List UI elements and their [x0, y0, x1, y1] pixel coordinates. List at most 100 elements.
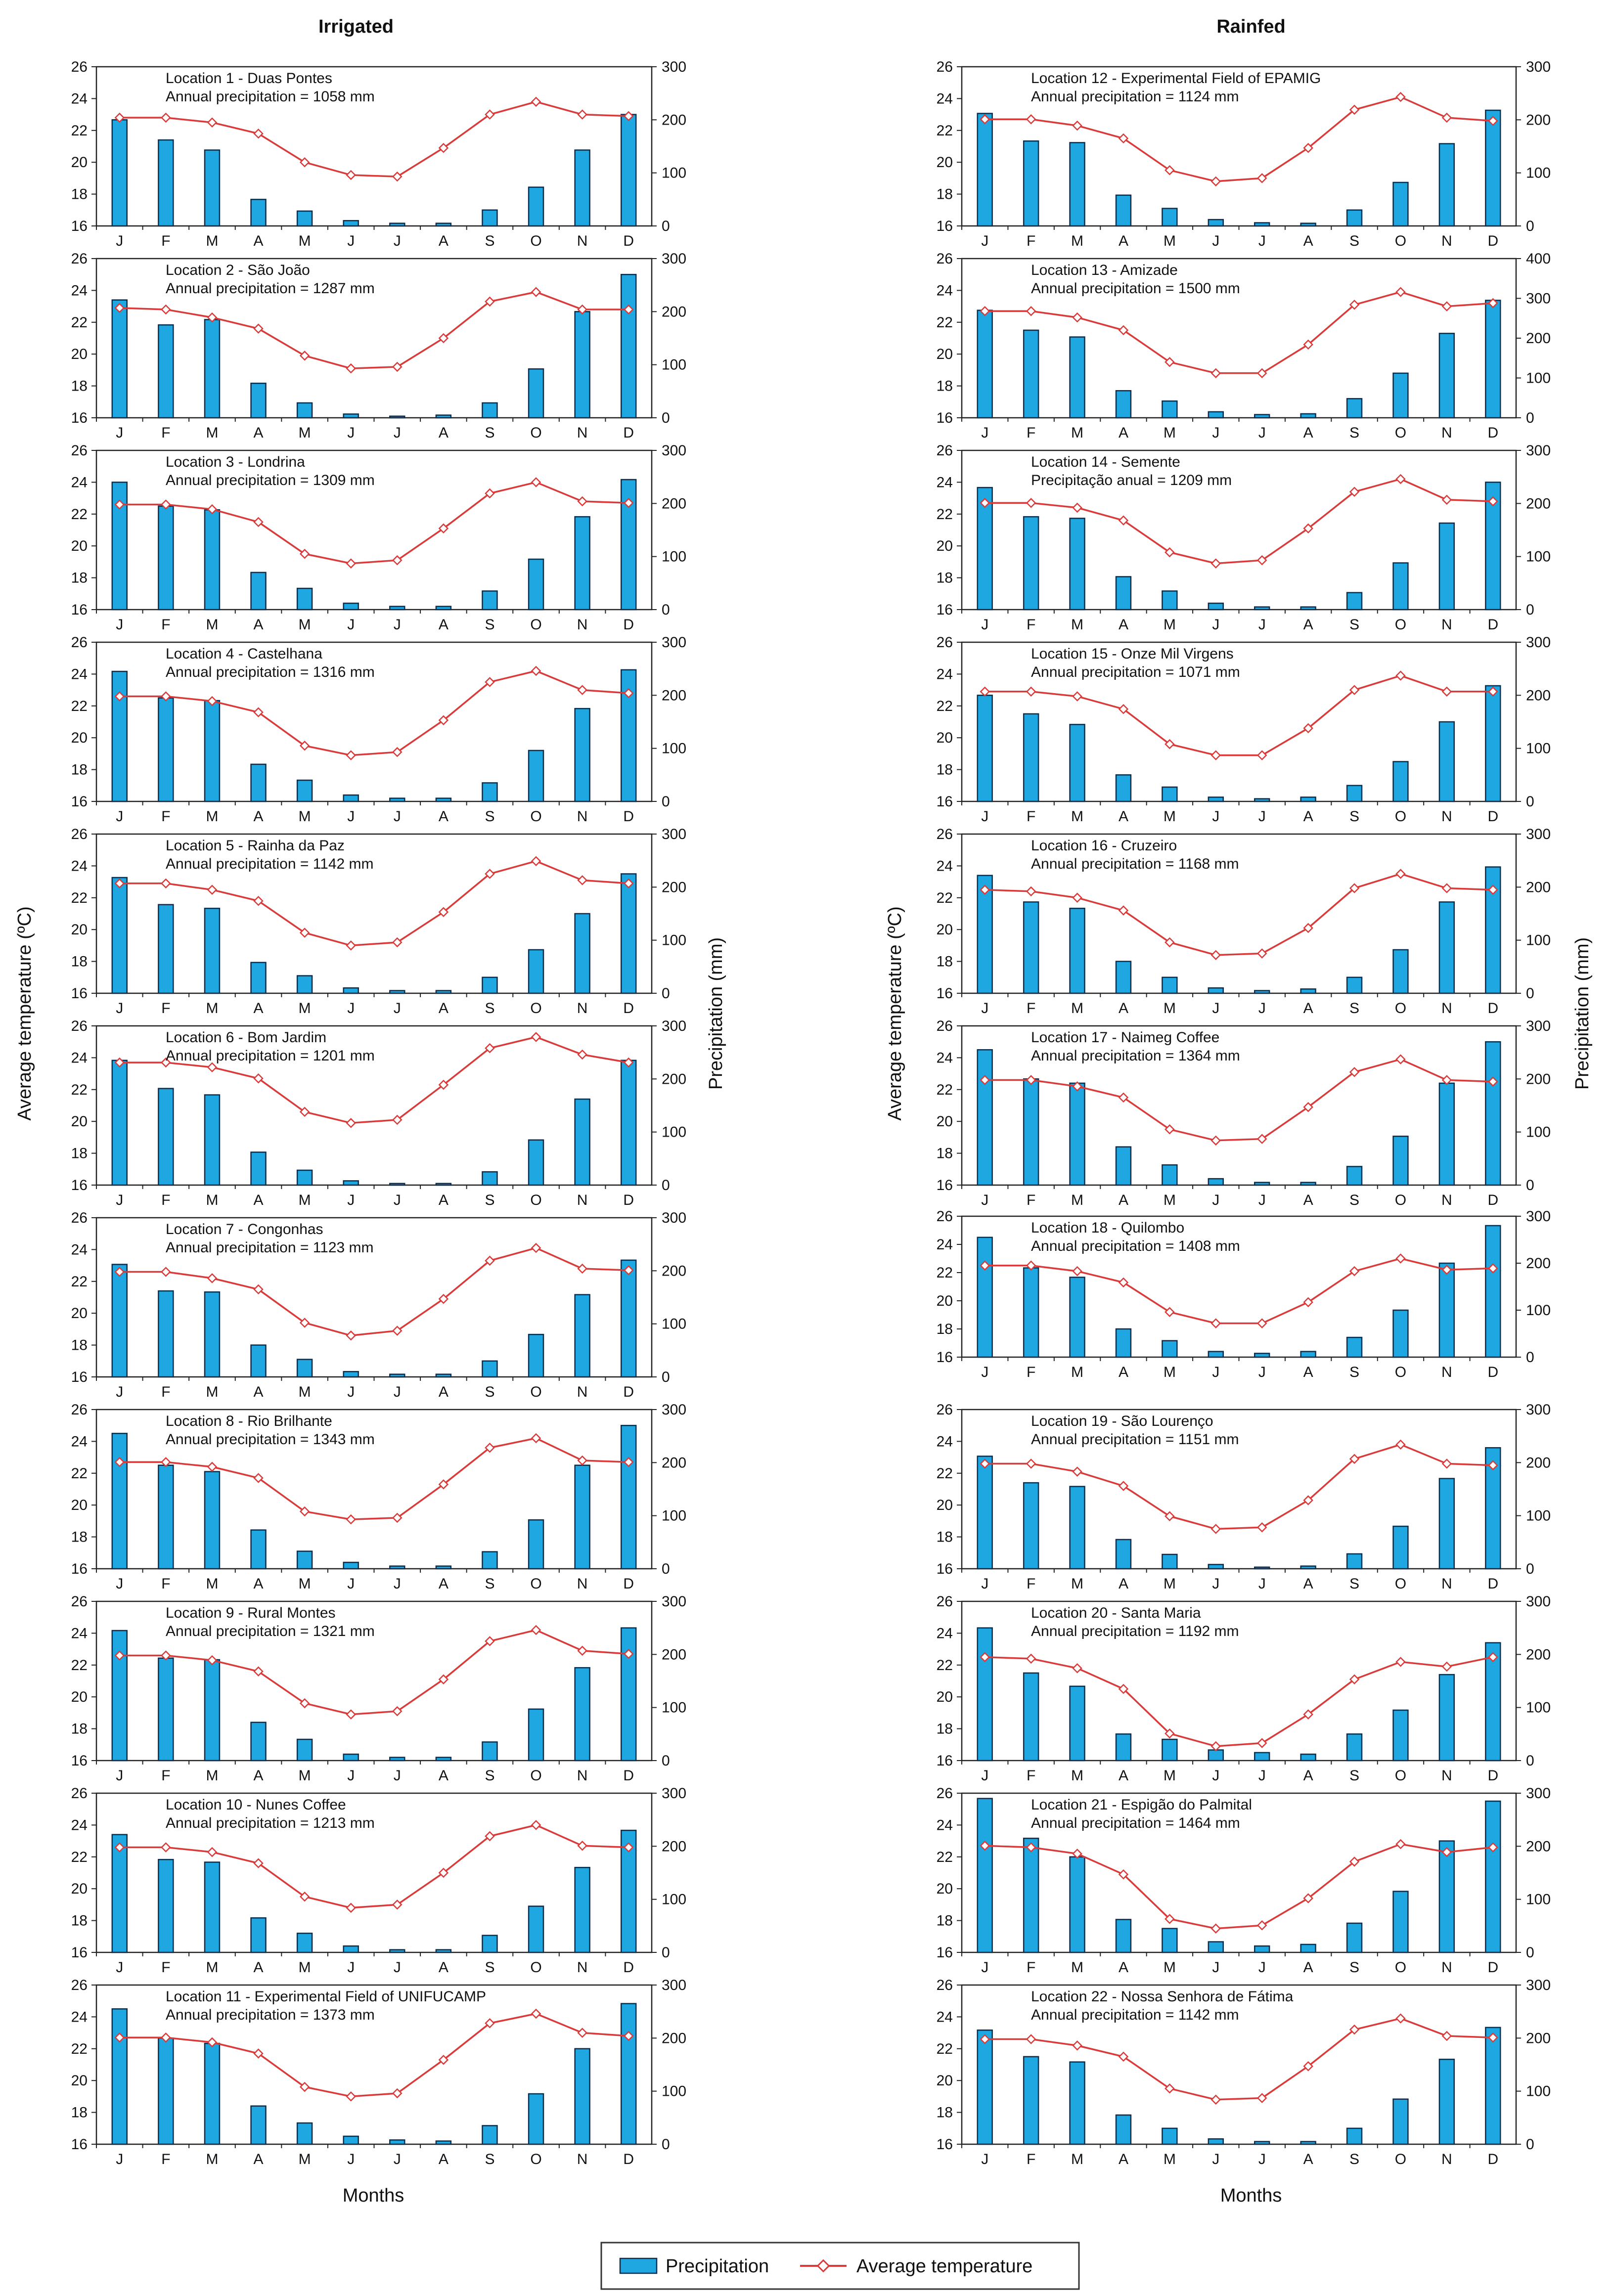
precipitation-bar	[528, 186, 544, 227]
month-label: N	[1441, 1364, 1452, 1380]
panel-subtitle: Annual precipitation = 1373 mm	[166, 2007, 375, 2023]
temperature-point	[299, 927, 310, 938]
temperature-point	[1349, 1454, 1360, 1464]
precipitation-bar	[158, 1657, 174, 1762]
temperature-point	[1256, 2093, 1267, 2103]
temperature-point	[577, 1049, 587, 1060]
legend: Precipitation Average temperature	[600, 2242, 1080, 2290]
temp-tick-label: 26	[937, 1208, 953, 1225]
precipitation-bar	[1392, 761, 1409, 802]
month-label: A	[439, 808, 448, 825]
month-label: D	[1487, 425, 1498, 441]
month-label: A	[1303, 1767, 1313, 1784]
month-label: O	[1395, 2151, 1406, 2167]
precipitation-bar	[1069, 1082, 1085, 1186]
precipitation-bar	[1254, 414, 1270, 419]
temperature-point	[392, 1706, 403, 1717]
temperature-point	[1256, 1134, 1267, 1144]
temperature-point	[485, 1255, 495, 1266]
month-label: F	[161, 617, 170, 633]
precipitation-bar	[111, 670, 128, 802]
month-label: N	[577, 1000, 588, 1016]
month-label: M	[1071, 808, 1083, 825]
precip-tick-label: 300	[1526, 291, 1551, 307]
month-label: O	[530, 2151, 541, 2167]
precip-tick-label: 200	[1526, 2030, 1551, 2046]
precip-tick-label: 300	[662, 59, 686, 75]
panel-subtitle: Annual precipitation = 1309 mm	[166, 472, 375, 488]
temp-tick-label: 18	[937, 1721, 953, 1737]
precipitation-bar	[343, 413, 359, 419]
temperature-point	[485, 109, 495, 120]
temperature-point	[1072, 1663, 1082, 1674]
temperature-point	[346, 750, 356, 760]
chart-panel: 16 18 20 22 24 26 0 100 200 300 J F M A M J J A S O N D Locati…	[71, 59, 686, 249]
temperature-point	[1256, 750, 1267, 760]
temperature-point	[1165, 1124, 1175, 1135]
month-label: O	[530, 1576, 541, 1592]
panel-title: Location 1 - Duas Pontes	[166, 70, 332, 87]
temperature-point	[1210, 1135, 1221, 1146]
plot-frame	[961, 1409, 1517, 1570]
temperature-line	[119, 2013, 629, 2098]
precip-tick-label: 0	[662, 1369, 670, 1385]
precip-tick-label: 100	[1526, 1892, 1551, 1908]
month-label: A	[1303, 1000, 1313, 1016]
precip-tick-label: 100	[662, 932, 686, 949]
temperature-point	[1165, 1511, 1175, 1521]
temp-tick-label: 16	[937, 410, 953, 426]
month-label: N	[1441, 2151, 1452, 2167]
month-label: M	[1071, 425, 1083, 441]
temperature-point	[161, 1057, 171, 1068]
chart-panel: 16 18 20 22 24 26 0 100 200 300 J F M A M J J A S O N D Locati…	[71, 1593, 686, 1784]
month-label: F	[161, 1959, 170, 1976]
chart-panel: 16 18 20 22 24 26 0 100 200 300 J F M A M J J A S O N D Locati…	[937, 1018, 1551, 1208]
temperature-point	[1210, 558, 1221, 569]
temperature-point	[1349, 1856, 1360, 1867]
precipitation-bar	[1438, 1262, 1455, 1358]
temp-tick-label: 18	[937, 570, 953, 586]
plot-frame	[95, 833, 653, 994]
temp-tick-label: 22	[937, 698, 953, 714]
month-label: J	[116, 1576, 123, 1592]
precipitation-bar	[1162, 208, 1178, 227]
temperature-point	[161, 691, 171, 702]
month-label: J	[394, 2151, 401, 2167]
plot-frame	[95, 449, 653, 611]
y-axis-label-temperature-left: Average temperature (ºC)	[14, 906, 35, 1120]
month-label: M	[206, 425, 218, 441]
temp-tick-label: 20	[71, 1689, 88, 1705]
month-label: M	[299, 808, 311, 825]
precipitation-bar	[1115, 1539, 1132, 1570]
temperature-point	[253, 1284, 264, 1295]
month-label: N	[577, 1192, 588, 1208]
precip-tick-label: 200	[662, 1646, 686, 1663]
temp-tick-label: 24	[937, 1050, 953, 1066]
panel-title: Location 2 - São João	[166, 262, 310, 278]
temperature-point	[1303, 923, 1313, 933]
temperature-point	[531, 856, 541, 866]
temperature-point	[1488, 116, 1498, 126]
precipitation-bar	[977, 875, 993, 994]
temperature-point	[299, 1106, 310, 1117]
temperature-line	[119, 481, 629, 565]
precipitation-bar	[1162, 1553, 1178, 1570]
precipitation-bar	[1023, 901, 1039, 994]
temperature-point	[346, 1118, 356, 1128]
precipitation-bar	[977, 2029, 993, 2145]
temp-tick-label: 20	[71, 154, 88, 171]
temperature-line	[985, 478, 1493, 565]
month-label: N	[577, 2151, 588, 2167]
temperature-point	[1303, 1495, 1313, 1505]
temperature-point	[980, 1841, 990, 1851]
temperature-point	[1210, 1524, 1221, 1534]
precipitation-bar	[1300, 1565, 1316, 1570]
temperature-point	[299, 351, 310, 361]
precip-tick-label: 200	[1526, 1646, 1551, 1663]
precipitation-bar	[158, 1088, 174, 1186]
temperature-line	[119, 1824, 629, 1909]
month-label: N	[1441, 425, 1452, 441]
precipitation-bar	[1115, 390, 1132, 419]
precipitation-bar	[1254, 1182, 1270, 1186]
temp-tick-label: 26	[71, 251, 88, 267]
